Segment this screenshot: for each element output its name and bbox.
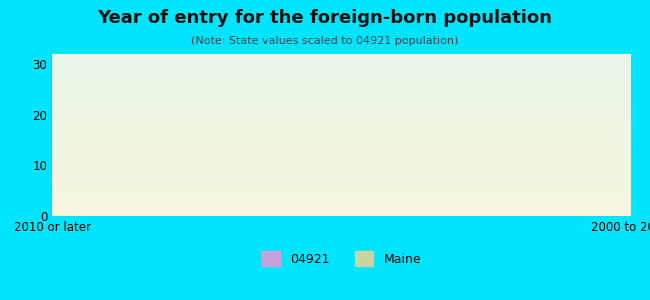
Text: City-Data.com: City-Data.com: [549, 59, 619, 69]
Legend: 04921, Maine: 04921, Maine: [257, 246, 426, 271]
Bar: [428, 188, 630, 216]
Bar: [52, 112, 255, 216]
Text: Year of entry for the foreign-born population: Year of entry for the foreign-born popul…: [98, 9, 552, 27]
Bar: [630, 173, 650, 216]
Text: (Note: State values scaled to 04921 population): (Note: State values scaled to 04921 popu…: [191, 36, 459, 46]
Bar: [0, 140, 52, 216]
